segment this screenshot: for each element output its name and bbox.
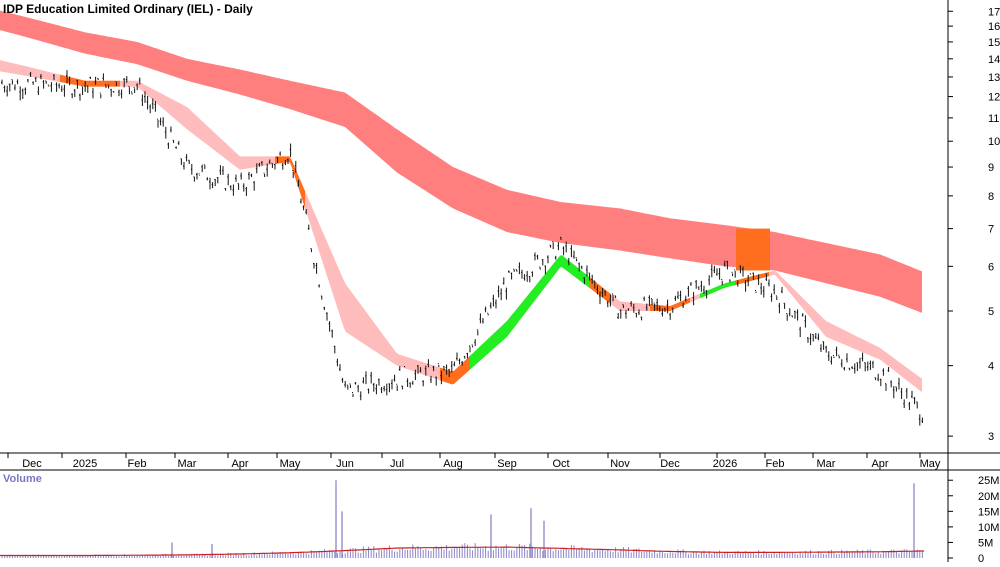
price-tick-label: 13 — [988, 72, 1000, 84]
volume-average-line — [0, 546, 924, 557]
x-tick-label: Dec — [22, 458, 42, 470]
price-tick-label: 4 — [988, 361, 994, 373]
x-tick-label: Oct — [552, 458, 569, 470]
volume-tick-label: 15M — [978, 506, 999, 518]
volume-label: Volume — [3, 473, 42, 485]
short-band-segment-7 — [735, 272, 769, 285]
x-tick-label: May — [280, 458, 301, 470]
x-tick-label: Feb — [128, 458, 147, 470]
x-tick-label: Dec — [660, 458, 680, 470]
volume-tick-label: 0 — [978, 553, 984, 562]
x-tick-label: Sep — [497, 458, 517, 470]
x-tick-label: Apr — [231, 458, 248, 470]
volume-tick-label: 5M — [978, 537, 993, 549]
x-tick-label: Nov — [610, 458, 630, 470]
price-tick-label: 5 — [988, 306, 994, 318]
price-tick-label: 14 — [988, 54, 1000, 66]
price-tick-label: 15 — [988, 37, 1000, 49]
price-tick-label: 17 — [988, 6, 1000, 18]
price-tick-label: 16 — [988, 21, 1000, 33]
short-band-segment-3 — [470, 255, 590, 370]
chart-title: IDP Education Limited Ordinary (IEL) - D… — [3, 2, 253, 16]
volume-tick-label: 20M — [978, 491, 999, 503]
x-tick-label: Jun — [336, 458, 354, 470]
band-highlight — [736, 228, 770, 271]
volume-tick-label: 10M — [978, 522, 999, 534]
x-tick-label: 2025 — [73, 458, 97, 470]
x-tick-label: Aug — [443, 458, 463, 470]
x-tick-label: Apr — [871, 458, 888, 470]
x-tick-label: Feb — [766, 458, 785, 470]
x-tick-label: Mar — [817, 458, 836, 470]
price-tick-label: 8 — [988, 191, 994, 203]
x-tick-label: May — [920, 458, 941, 470]
short-band-segment-0 — [60, 74, 120, 87]
x-tick-label: Jul — [390, 458, 404, 470]
price-tick-label: 9 — [988, 162, 994, 174]
price-tick-label: 12 — [988, 92, 1000, 104]
volume-tick-label: 25M — [978, 475, 999, 487]
price-tick-label: 3 — [988, 431, 994, 443]
x-tick-label: 2026 — [713, 458, 737, 470]
price-tick-label: 10 — [988, 136, 1000, 148]
price-tick-label: 7 — [988, 224, 994, 236]
x-tick-label: Mar — [178, 458, 197, 470]
long-term-band — [0, 10, 922, 313]
price-tick-label: 11 — [988, 113, 999, 125]
price-tick-label: 6 — [988, 261, 994, 273]
